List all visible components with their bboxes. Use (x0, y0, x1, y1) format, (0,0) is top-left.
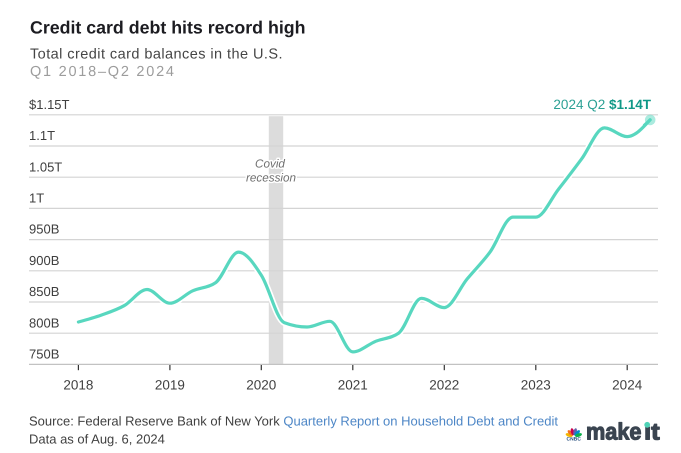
svg-text:$1.15T: $1.15T (29, 97, 70, 112)
svg-text:950B: 950B (29, 222, 59, 237)
svg-text:recession: recession (246, 172, 296, 185)
svg-text:2024: 2024 (612, 377, 643, 392)
svg-text:1.05T: 1.05T (29, 159, 62, 174)
svg-text:CNBC: CNBC (567, 436, 582, 442)
svg-text:Credit card debt hits record h: Credit card debt hits record high (30, 18, 306, 38)
svg-text:Q1 2018–Q2 2024: Q1 2018–Q2 2024 (30, 64, 174, 80)
svg-text:2023: 2023 (521, 377, 551, 392)
svg-text:750B: 750B (29, 346, 59, 361)
svg-text:1T: 1T (29, 191, 44, 206)
svg-text:2018: 2018 (63, 377, 93, 392)
svg-text:2022: 2022 (429, 377, 459, 392)
svg-text:2020: 2020 (246, 377, 276, 392)
svg-text:2019: 2019 (155, 377, 185, 392)
svg-text:Source: Federal Reserve Bank o: Source: Federal Reserve Bank of New York… (29, 414, 558, 429)
svg-text:1.1T: 1.1T (29, 128, 55, 143)
svg-text:800B: 800B (29, 315, 59, 330)
svg-text:900B: 900B (29, 253, 59, 268)
svg-text:make: make (586, 418, 642, 444)
svg-text:Total credit card balances in: Total credit card balances in the U.S. (30, 47, 283, 63)
svg-text:850B: 850B (29, 284, 59, 299)
svg-text:2021: 2021 (338, 377, 368, 392)
svg-text:Data as of Aug. 6, 2024: Data as of Aug. 6, 2024 (29, 432, 165, 447)
svg-text:2024 Q2 $1.14T: 2024 Q2 $1.14T (553, 97, 651, 112)
svg-text:Covid: Covid (255, 158, 285, 171)
